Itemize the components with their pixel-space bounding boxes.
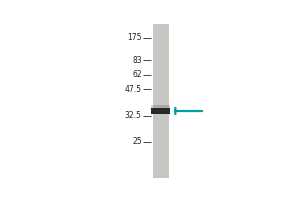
- Text: 32.5: 32.5: [125, 111, 142, 120]
- Text: 47.5: 47.5: [125, 85, 142, 94]
- Text: 175: 175: [127, 33, 142, 42]
- Text: 62: 62: [132, 70, 142, 79]
- Bar: [153, 24, 169, 178]
- Text: 25: 25: [132, 137, 142, 146]
- Bar: [152, 105, 170, 108]
- Bar: [152, 108, 170, 114]
- Text: 83: 83: [132, 56, 142, 65]
